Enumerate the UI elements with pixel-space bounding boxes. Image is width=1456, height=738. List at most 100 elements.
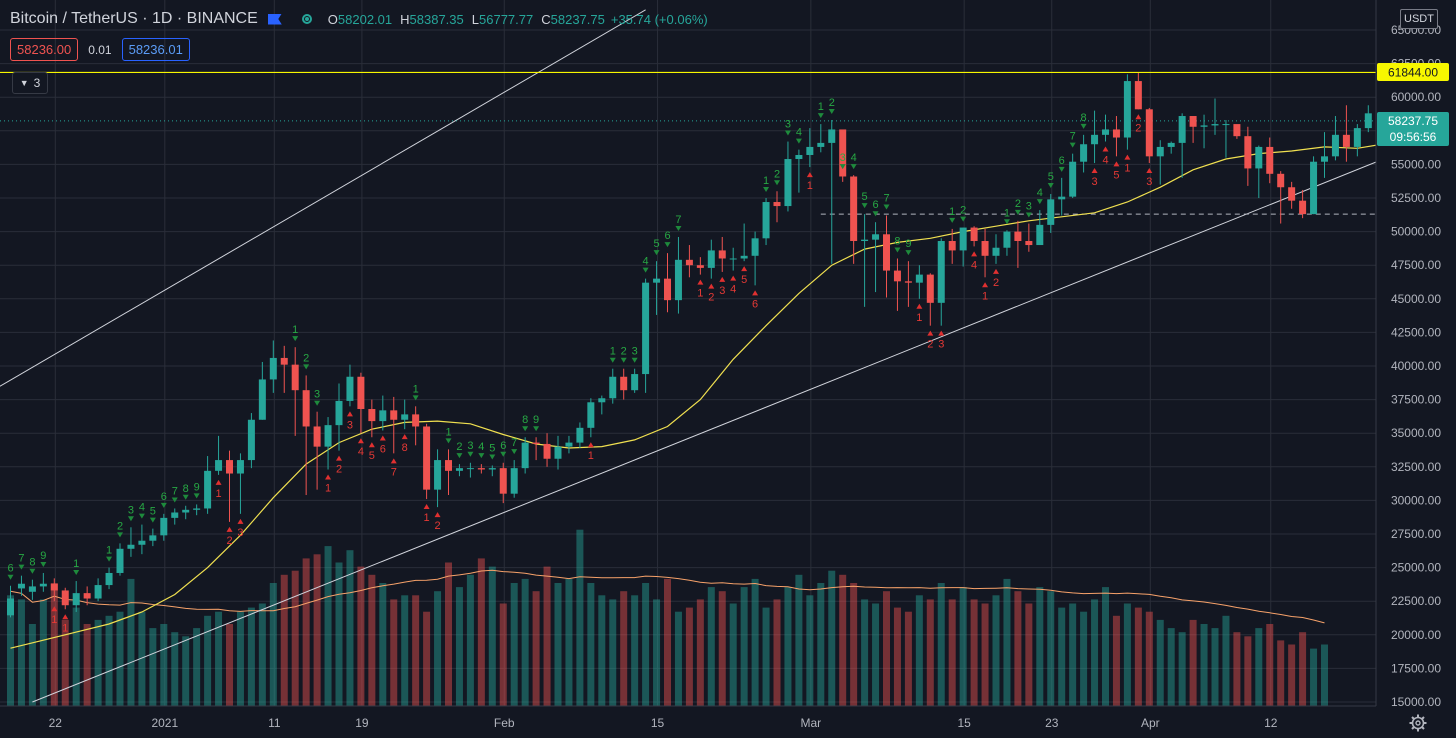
gear-icon[interactable] <box>1408 713 1428 733</box>
td-up-triangle <box>412 395 419 401</box>
td-down-number: 2 <box>226 535 232 547</box>
td-up-triangle <box>456 453 463 459</box>
volume-bar <box>204 615 212 706</box>
td-up-triangle <box>522 426 529 432</box>
market-status-icon <box>301 14 312 24</box>
td-down-number: 2 <box>336 464 342 476</box>
candle-body <box>302 390 310 427</box>
volume-bar <box>1123 603 1131 706</box>
td-up-triangle <box>303 364 310 370</box>
td-down-number: 1 <box>982 290 988 302</box>
time-tick-label: Mar <box>801 716 822 730</box>
price-tick-label: 40000.00 <box>1391 359 1441 373</box>
td-down-number: 4 <box>1102 155 1108 167</box>
price-tick-label: 47500.00 <box>1391 258 1441 272</box>
td-down-triangle <box>708 283 715 289</box>
td-down-triangle <box>237 518 244 524</box>
candle-body <box>740 255 748 259</box>
symbol-header: Bitcoin / TetherUS · 1D · BINANCE O58202… <box>10 8 716 30</box>
candle-body <box>1310 161 1318 215</box>
td-up-number: 7 <box>883 192 889 204</box>
td-up-triangle <box>1058 166 1065 172</box>
volume-bar <box>1321 644 1328 706</box>
candle-body <box>1244 136 1252 169</box>
price-tick-label: 22500.00 <box>1391 594 1441 608</box>
volume-bar <box>105 615 113 706</box>
price-tick-label: 15000.00 <box>1391 695 1441 709</box>
indicators-toggle[interactable]: ▼ 3 <box>12 72 48 94</box>
td-up-number: 1 <box>106 545 112 557</box>
volume-bar <box>1014 591 1022 706</box>
candle-body <box>937 241 945 303</box>
td-up-number: 2 <box>829 97 835 109</box>
candle-body <box>499 468 507 494</box>
price-tick-label: 30000.00 <box>1391 493 1441 507</box>
volume-bar <box>313 554 321 706</box>
candle-body <box>893 270 901 282</box>
candle-body <box>609 376 617 399</box>
td-down-triangle <box>336 455 342 461</box>
candle-body <box>269 357 277 380</box>
td-up-number: 3 <box>128 504 134 516</box>
td-up-number: 1 <box>610 346 616 358</box>
currency-button[interactable]: USDT <box>1400 9 1438 29</box>
flag-icon[interactable] <box>267 13 282 25</box>
time-tick-label: Feb <box>494 716 515 730</box>
sell-button[interactable]: 58236.00 <box>10 38 79 61</box>
last-price-tag: 58237.75 09:56:56 <box>1377 112 1449 146</box>
time-tick-label: 11 <box>268 716 281 730</box>
time-tick-label: 22 <box>49 716 63 730</box>
td-up-triangle <box>29 568 36 574</box>
td-up-triangle <box>653 250 660 256</box>
price-tick-label: 45000.00 <box>1391 292 1441 306</box>
td-up-triangle <box>817 113 824 119</box>
td-up-triangle <box>138 513 145 519</box>
td-down-number: 2 <box>993 277 999 289</box>
td-up-number: 8 <box>29 557 35 569</box>
td-up-triangle <box>533 426 540 432</box>
td-down-number: 5 <box>1113 169 1119 181</box>
td-up-number: 1 <box>292 324 298 336</box>
td-up-triangle <box>620 357 627 363</box>
candle-body <box>1080 144 1088 162</box>
td-down-triangle <box>1146 168 1153 174</box>
buy-button[interactable]: 58236.01 <box>121 38 190 61</box>
td-up-triangle <box>489 454 496 460</box>
candle-body <box>412 414 420 427</box>
td-down-number: 5 <box>741 274 747 286</box>
td-up-number: 8 <box>1081 112 1087 124</box>
candle-body <box>674 259 682 301</box>
volume-bar <box>160 624 168 706</box>
volume-bar <box>992 595 1000 706</box>
td-down-number: 1 <box>697 288 703 300</box>
candle-body <box>850 176 858 242</box>
volume-bar <box>182 636 190 706</box>
candle-body <box>215 460 223 471</box>
td-up-triangle <box>149 517 156 523</box>
time-axis[interactable] <box>0 705 1376 738</box>
candle-body <box>1069 161 1077 197</box>
candle-body <box>631 374 639 391</box>
candle-body <box>61 590 69 606</box>
td-down-number: 3 <box>1146 176 1152 188</box>
symbol-title[interactable]: Bitcoin / TetherUS · 1D · BINANCE <box>10 10 258 27</box>
td-up-number: 9 <box>905 238 911 250</box>
volume-bar <box>247 607 255 706</box>
volume-bar <box>401 595 409 706</box>
td-down-number: 1 <box>1124 163 1130 175</box>
channel-lower-line[interactable] <box>32 108 1456 703</box>
channel-upper-line[interactable] <box>0 9 646 470</box>
td-up-triangle <box>795 138 802 144</box>
volume-bar <box>1134 607 1142 706</box>
grid <box>0 0 1376 706</box>
price-tick-label: 32500.00 <box>1391 460 1441 474</box>
td-up-number: 4 <box>1037 187 1043 199</box>
td-up-number: 8 <box>894 235 900 247</box>
volume-bar <box>477 558 485 706</box>
candle-body <box>72 593 80 606</box>
candle-body <box>1178 116 1186 143</box>
volume-bar <box>850 583 858 706</box>
volume-bar <box>664 578 671 706</box>
volume-bar <box>171 632 179 706</box>
